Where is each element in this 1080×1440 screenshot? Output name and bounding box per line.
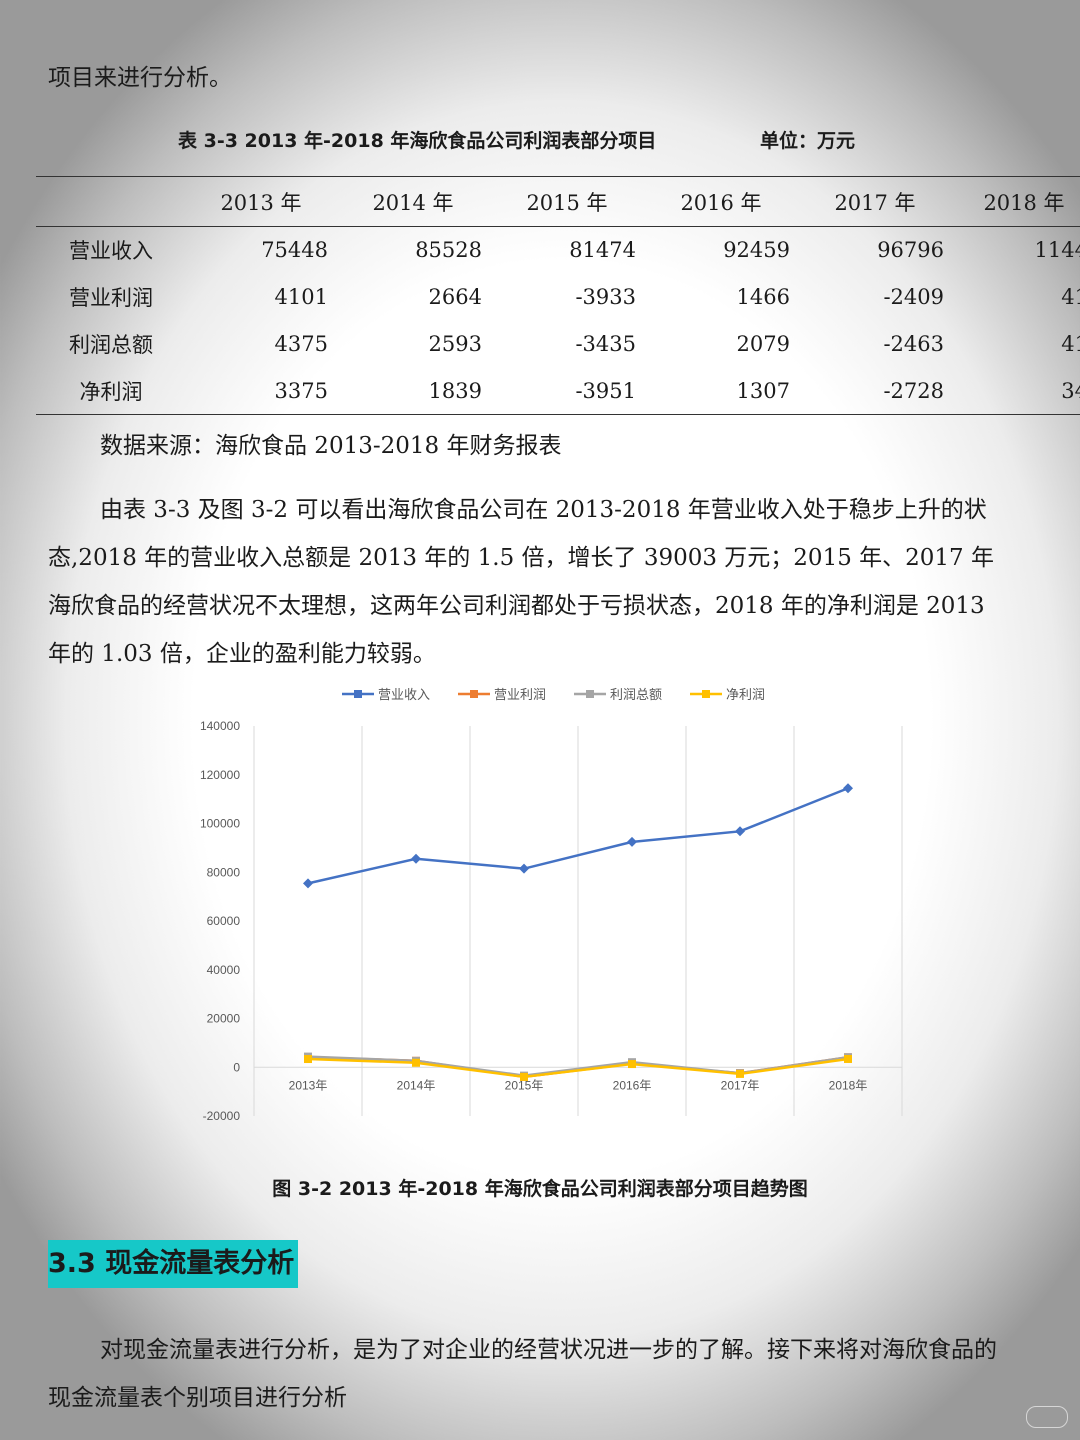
series-line: [307, 1057, 849, 1079]
data-point-marker: [736, 1069, 744, 1078]
table-row: 利润总额 4375 2593 -3435 2079 -2463 41: [36, 321, 1080, 368]
x-tick-label: 2017年: [721, 1078, 760, 1092]
table-cell: -3435: [575, 332, 636, 356]
row-label: 利润总额: [69, 333, 153, 357]
column-header: 2017 年: [834, 190, 916, 215]
table-cell: 1144: [1034, 238, 1080, 263]
x-tick-label: 2014年: [397, 1078, 436, 1092]
legend-marker: [586, 690, 594, 698]
x-tick-label: 2015年: [505, 1078, 544, 1092]
column-header: 2014 年: [372, 190, 454, 215]
table-unit: 单位：万元: [760, 130, 856, 152]
table-cell: 4101: [274, 285, 328, 309]
trend-line-chart: 140000 120000 100000 80000 60000 40000 20000 0 -…: [200, 688, 903, 1123]
legend-label: 利润总额: [610, 688, 662, 703]
table-cell: -2409: [883, 285, 944, 309]
intro-text: 项目来进行分析。: [48, 65, 232, 91]
figure-caption: 图 3-2 2013 年-2018 年海欣食品公司利润表部分项目趋势图: [272, 1178, 808, 1200]
table-row: 营业收入 75448 85528 81474 92459 96796 1144: [36, 227, 1080, 274]
table-row: 营业利润 4101 2664 -3933 1466 -2409 41: [36, 274, 1080, 321]
table-cell: 2664: [428, 285, 482, 309]
table-cell: -2463: [883, 332, 944, 356]
column-header: 2018 年: [983, 190, 1065, 215]
table-cell: 81474: [569, 238, 636, 263]
legend-label: 营业收入: [378, 688, 430, 703]
row-label: 营业利润: [69, 286, 153, 310]
profit-table: 2013 年 2014 年 2015 年 2016 年 2017 年 2018 …: [36, 176, 1080, 415]
closing-paragraph: 对现金流量表进行分析，是为了对企业的经营状况进一步的了解。接下来将对海欣食品的现…: [48, 1337, 997, 1411]
table-cell: -2728: [883, 378, 944, 403]
y-tick-label: 60000: [207, 914, 241, 928]
column-header: 2016 年: [680, 190, 762, 215]
table-cell: 3375: [274, 378, 328, 403]
table-cell: 2079: [736, 332, 790, 356]
table-cell: 41: [1061, 285, 1080, 309]
column-header: 2013 年: [220, 190, 302, 215]
y-tick-label: 100000: [200, 817, 240, 831]
table-cell: 41: [1061, 332, 1080, 356]
table-cell: 1466: [736, 285, 790, 309]
legend-marker: [354, 690, 362, 698]
row-label: 净利润: [79, 379, 143, 404]
table-cell: 1307: [736, 378, 790, 403]
series-line: [307, 787, 849, 885]
data-point-marker: [844, 1054, 852, 1063]
y-tick-label: 80000: [207, 865, 241, 879]
data-point-marker: [412, 1058, 420, 1067]
y-tick-label: 40000: [207, 963, 241, 977]
watermark-logo: [1026, 1406, 1068, 1428]
y-tick-label: 120000: [200, 768, 240, 782]
table-cell: -3951: [575, 378, 636, 403]
y-tick-label: -20000: [203, 1109, 241, 1123]
table-cell: 2593: [428, 332, 482, 356]
data-point-marker: [627, 836, 637, 847]
data-point-marker: [520, 1072, 528, 1081]
legend-marker: [702, 690, 710, 698]
column-header: 2015 年: [526, 190, 608, 215]
table-title: 表 3-3 2013 年-2018 年海欣食品公司利润表部分项目: [178, 130, 657, 152]
table-cell: 1839: [428, 378, 482, 403]
column-header: [36, 177, 186, 227]
x-tick-label: 2018年: [829, 1078, 868, 1092]
data-point-marker: [628, 1060, 636, 1069]
y-tick-label: 140000: [200, 719, 240, 733]
table-row: 净利润 3375 1839 -3951 1307 -2728 34: [36, 368, 1080, 415]
x-tick-label: 2013年: [289, 1078, 328, 1092]
table-cell: 92459: [723, 238, 790, 263]
data-point-marker: [303, 878, 313, 889]
row-label: 营业收入: [69, 239, 153, 264]
legend-marker: [470, 690, 478, 698]
y-tick-label: 20000: [207, 1012, 241, 1026]
table-cell: 4375: [274, 332, 328, 356]
data-point-marker: [519, 863, 529, 874]
table-cell: 34: [1061, 378, 1080, 403]
table-cell: 96796: [877, 238, 944, 263]
section-heading: 3.3 现金流量表分析: [48, 1240, 299, 1288]
legend-label: 营业利润: [494, 688, 546, 703]
data-source-note: 数据来源：海欣食品 2013-2018 年财务报表: [100, 433, 562, 459]
legend-label: 净利润: [726, 688, 765, 703]
data-point-marker: [843, 783, 853, 794]
data-point-marker: [735, 826, 745, 837]
data-point-marker: [411, 853, 421, 864]
data-point-marker: [304, 1055, 312, 1064]
table-cell: 85528: [415, 238, 482, 263]
y-tick-label: 0: [233, 1060, 240, 1074]
table-header-row: 2013 年 2014 年 2015 年 2016 年 2017 年 2018 …: [36, 176, 1080, 227]
table-cell: 75448: [261, 238, 328, 263]
x-tick-label: 2016年: [613, 1078, 652, 1092]
analysis-paragraph: 由表 3-3 及图 3-2 可以看出海欣食品公司在 2013-2018 年营业收…: [48, 497, 994, 667]
table-cell: -3933: [575, 285, 636, 309]
